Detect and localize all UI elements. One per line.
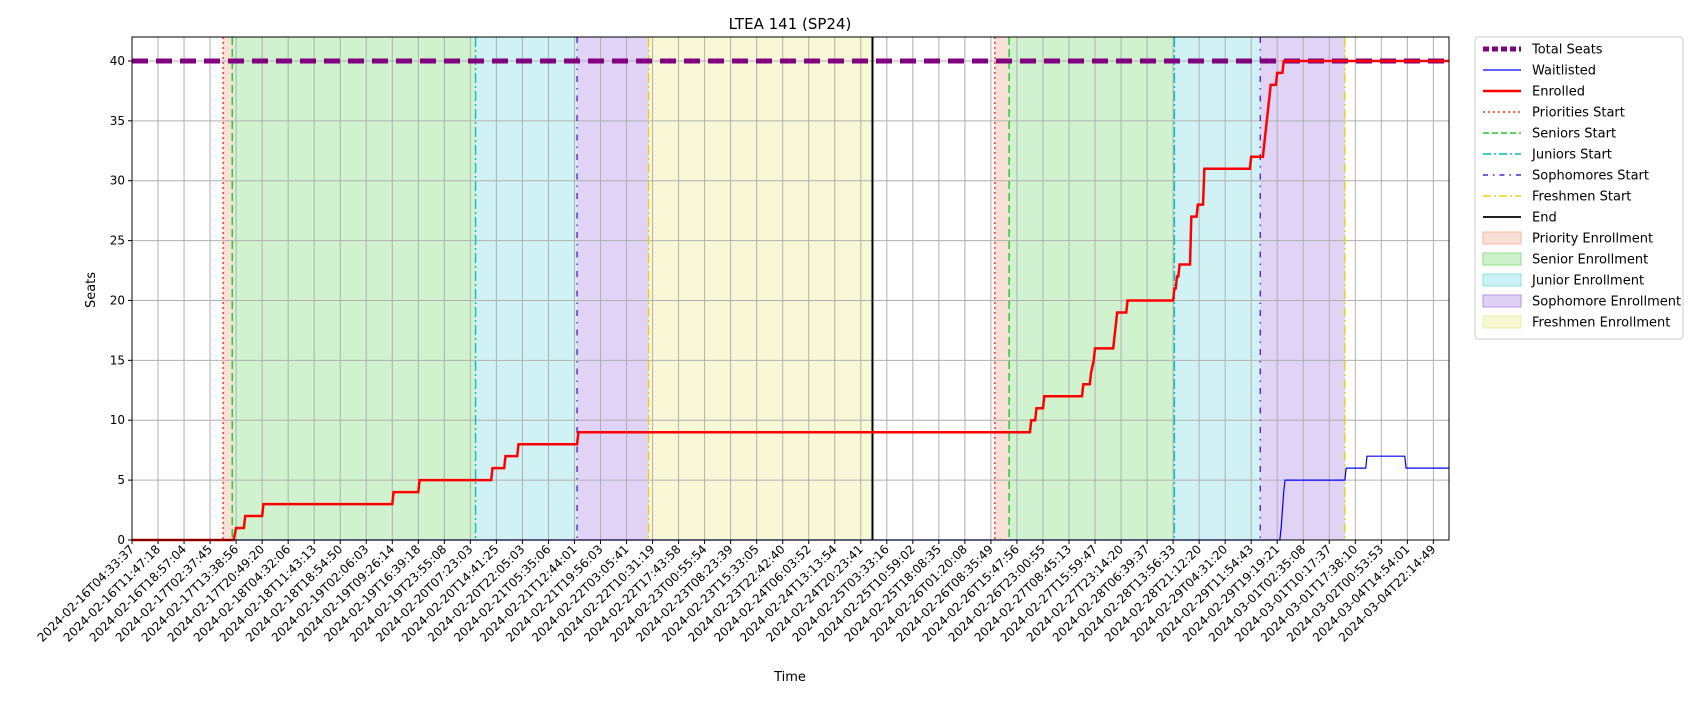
legend-swatch-senior-enrollment — [1482, 252, 1522, 266]
legend-label-senior-enrollment: Senior Enrollment — [1532, 253, 1648, 268]
region-junior-enrollment-2 — [475, 37, 578, 540]
legend-label-sophomore-enrollment: Sophomore Enrollment — [1532, 295, 1681, 310]
legend-label-waitlisted: Waitlisted — [1532, 64, 1596, 79]
y-tick-label-1: 5 — [117, 473, 125, 487]
y-tick-label-6: 30 — [110, 174, 125, 188]
plot-area: 05101520253035402024-02-16T04:33:372024-… — [35, 36, 1450, 645]
y-tick-label-7: 35 — [110, 114, 125, 128]
region-priority-enrollment-0 — [223, 37, 233, 540]
region-sophomore-enrollment-3 — [577, 37, 649, 540]
region-sophomore-enrollment-8 — [1260, 37, 1345, 540]
legend-label-priority-enrollment: Priority Enrollment — [1532, 232, 1653, 247]
y-tick-label-4: 20 — [110, 293, 125, 307]
legend: Total Seats Waitlisted Enrolled Priorities … — [1474, 36, 1684, 340]
legend-label-sophomores-start: Sophomores Start — [1532, 169, 1649, 184]
y-tick-label-8: 40 — [110, 54, 125, 68]
legend-swatch-priority-enrollment — [1482, 231, 1522, 245]
legend-label-freshmen-enrollment: Freshmen Enrollment — [1532, 316, 1670, 331]
x-axis-label: Time — [773, 670, 806, 685]
y-tick-label-3: 15 — [110, 353, 125, 367]
legend-label-freshmen-start: Freshmen Start — [1532, 190, 1631, 205]
legend-swatch-sophomore-enrollment — [1482, 294, 1522, 308]
legend-label-seniors-start: Seniors Start — [1532, 127, 1616, 142]
y-tick-label-5: 25 — [110, 234, 125, 248]
legend-box — [1474, 36, 1684, 340]
legend-label-juniors-start: Juniors Start — [1531, 148, 1612, 163]
series-waitlisted — [132, 455, 1449, 541]
region-priority-enrollment-5 — [994, 37, 1010, 540]
region-senior-enrollment-6 — [1009, 37, 1175, 540]
y-axis-label: Seats — [84, 272, 99, 308]
y-tick-label-2: 10 — [110, 413, 125, 427]
region-junior-enrollment-7 — [1174, 37, 1261, 540]
y-tick-label-0: 0 — [117, 533, 125, 547]
region-freshmen-enrollment-4 — [648, 37, 873, 540]
legend-label-junior-enrollment: Junior Enrollment — [1531, 274, 1644, 289]
plot-frame — [131, 36, 1450, 541]
legend-label-total-seats: Total Seats — [1531, 43, 1603, 58]
series-enrolled — [132, 59, 1449, 542]
chart-title: LTEA 141 (SP24) — [729, 15, 852, 33]
legend-label-priorities-start: Priorities Start — [1532, 106, 1625, 121]
legend-swatch-junior-enrollment — [1482, 273, 1522, 287]
legend-label-enrolled: Enrolled — [1532, 85, 1585, 100]
legend-label-end: End — [1532, 211, 1557, 226]
region-senior-enrollment-1 — [232, 37, 476, 540]
legend-swatch-freshmen-enrollment — [1482, 315, 1522, 329]
